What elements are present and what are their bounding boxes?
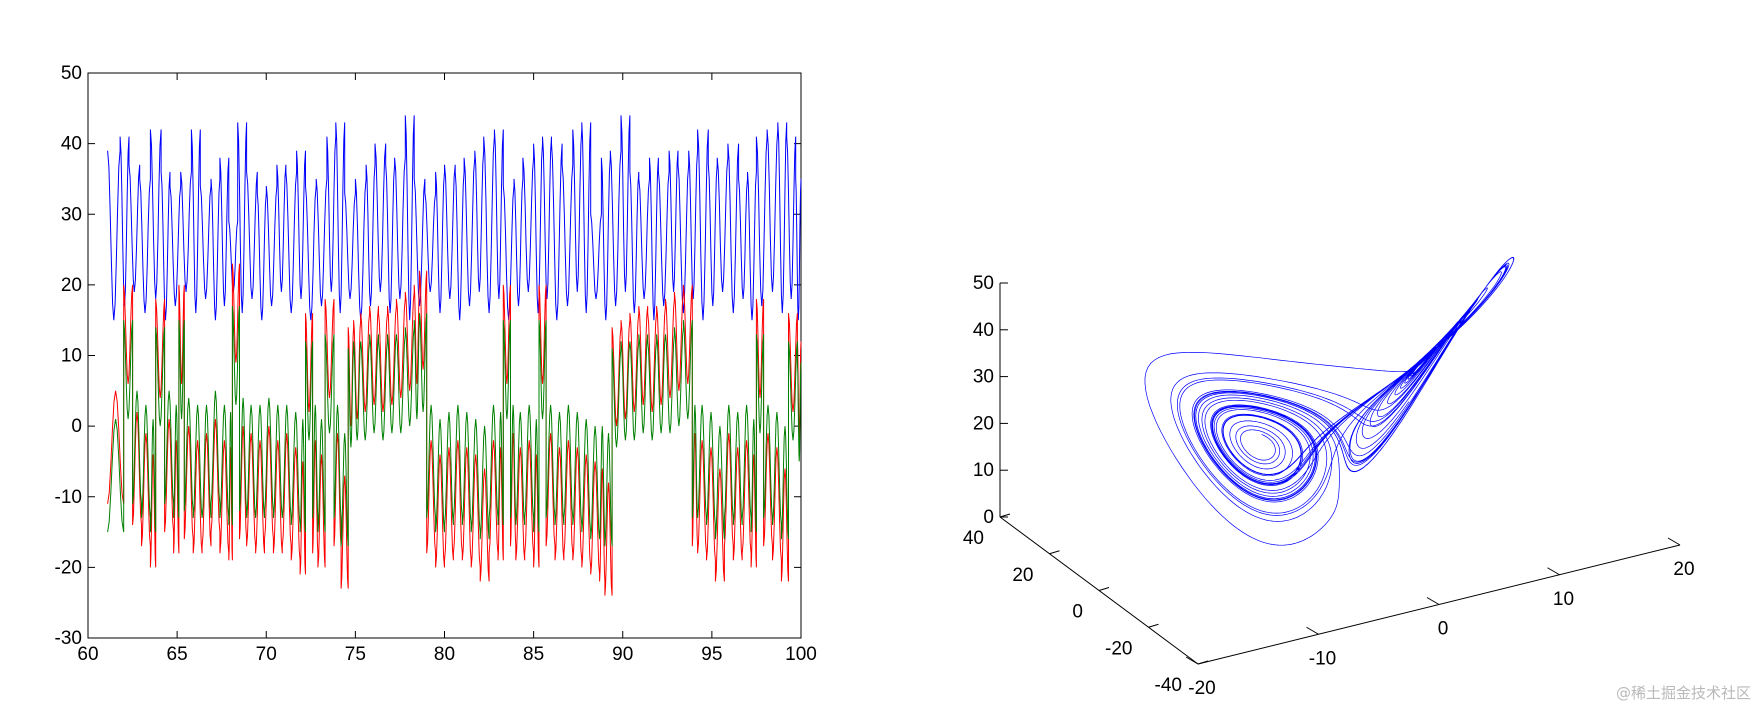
- x-tick-label: 65: [167, 644, 188, 665]
- y-tick-label: -30: [55, 628, 82, 649]
- watermark: @稀土掘金技术社区: [1615, 684, 1751, 702]
- x-tick-label: 0: [1438, 619, 1449, 640]
- series-line: [107, 306, 802, 547]
- y-tick-label: 40: [963, 528, 984, 549]
- z-tick-label: 10: [973, 460, 994, 481]
- y-tick-label: 40: [61, 134, 82, 155]
- attractor-lines: [1144, 257, 1515, 546]
- y-tick-mark: [1049, 550, 1060, 555]
- y-tick-mark: [1197, 660, 1209, 665]
- x-tick-label: 60: [77, 644, 98, 665]
- plot-frame: [87, 72, 802, 639]
- time-series-lines: [107, 115, 802, 596]
- x-tick-label: -20: [1188, 678, 1215, 699]
- series-line: [107, 115, 802, 321]
- y-tick-mark: [1098, 587, 1110, 591]
- x-tick-label: -10: [1309, 648, 1336, 669]
- x-tick-mark: [1426, 597, 1440, 605]
- z-tick-label: 30: [973, 367, 994, 388]
- time-series-axes: 60 65 70 75 80 85 90 95 100 -30 -20 -10 0 10 20 30 40 50: [55, 63, 817, 665]
- z-tick-label: 50: [973, 273, 994, 294]
- y-tick-label: 20: [61, 275, 82, 296]
- x-tick-label: 70: [256, 644, 277, 665]
- y-tick-label: 10: [61, 346, 82, 367]
- y-tick-label: -20: [1105, 638, 1132, 659]
- x-tick-label: 75: [345, 644, 366, 665]
- y-tick-label: -20: [55, 557, 82, 578]
- y-tick-label: 30: [61, 204, 82, 225]
- x-tick-label: 80: [434, 644, 455, 665]
- x-tick-label: 100: [785, 644, 817, 665]
- x-tick-label: 20: [1673, 559, 1694, 580]
- y-tick-label: 50: [61, 63, 82, 84]
- attractor-trajectory: [1144, 257, 1515, 546]
- y-tick-label: 20: [1012, 565, 1033, 586]
- x-tick-label: 90: [612, 644, 633, 665]
- z-tick-label: 20: [973, 413, 994, 434]
- z-tick-label: 0: [983, 507, 994, 528]
- y-tick-mark: [1148, 623, 1159, 628]
- x-tick-mark: [1185, 656, 1199, 665]
- y-tick-label: 0: [1072, 602, 1083, 623]
- y-tick-label: 0: [71, 416, 82, 437]
- time-series-ticks: 60 65 70 75 80 85 90 95 100 -30 -20 -10 0 10 20 30 40 50: [55, 63, 817, 665]
- x-tick-mark: [1306, 626, 1319, 635]
- x-tick-label: 10: [1553, 589, 1574, 610]
- y-tick-label: -10: [55, 487, 82, 508]
- x-tick-label: 85: [523, 644, 544, 665]
- y-tick-label: -40: [1155, 675, 1182, 696]
- x-tick-label: 95: [701, 644, 722, 665]
- x-tick-mark: [1667, 537, 1681, 546]
- z-tick-label: 40: [973, 320, 994, 341]
- x-tick-mark: [1547, 567, 1560, 576]
